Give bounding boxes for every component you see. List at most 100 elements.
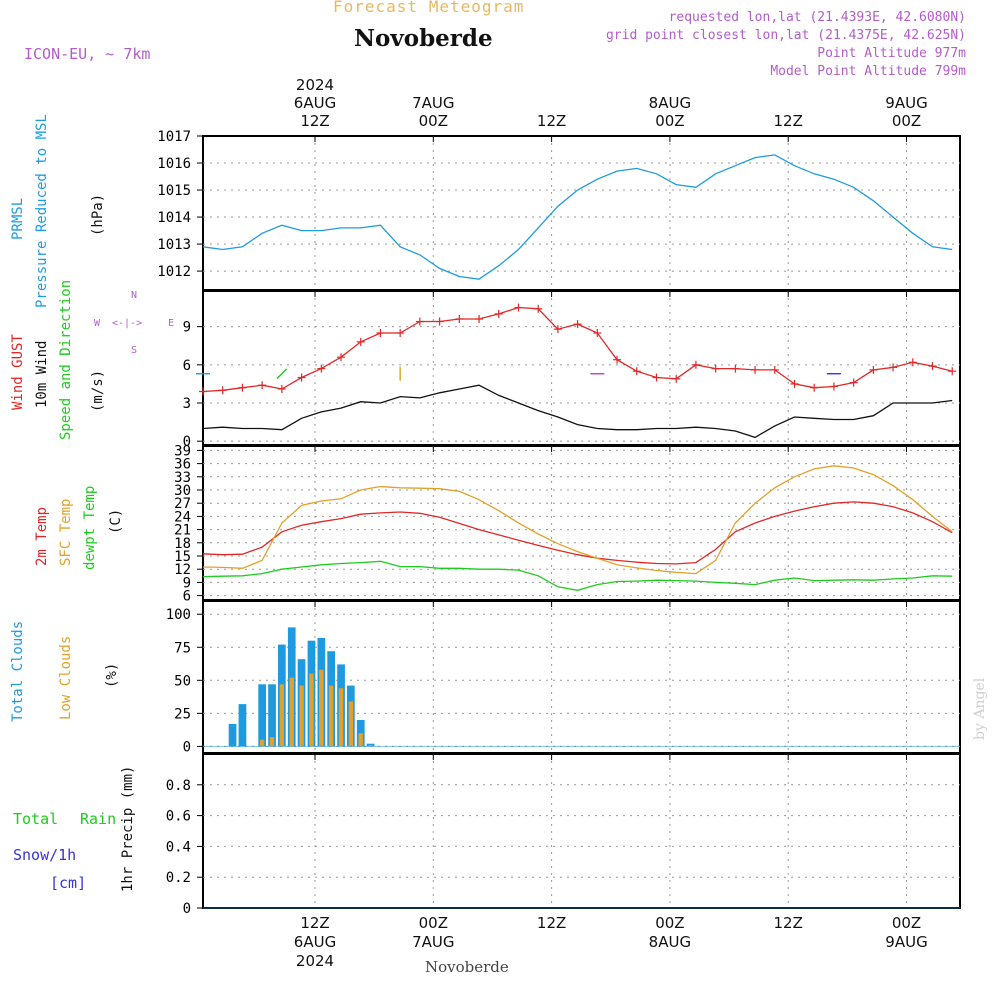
bar-total-clouds <box>238 704 247 747</box>
compass-n: N <box>131 290 138 301</box>
y-tick-label: 1016 <box>157 156 191 172</box>
bar-low-clouds <box>358 733 363 747</box>
series-line-dewpt-temp <box>202 560 953 591</box>
y-tick-label: 1017 <box>157 129 191 145</box>
snow-label: Snow/1h <box>13 846 77 864</box>
bar-low-clouds <box>269 737 275 747</box>
y-tick-label: 1012 <box>157 264 191 280</box>
top-axis-label: 00Z <box>655 112 685 130</box>
panel-frame <box>202 753 961 909</box>
y-tick-label: 100 <box>166 607 191 623</box>
y-tick-label: 9 <box>183 575 191 591</box>
y-tick-label: 0.8 <box>166 778 191 794</box>
footer-location: Novoberde <box>425 958 509 976</box>
y-tick-label: 39 <box>174 443 191 459</box>
y-tick-label: 1013 <box>157 237 191 253</box>
series-line-prmsl <box>202 154 953 280</box>
y-tick-label: 30 <box>174 483 191 499</box>
y-tick-label: 21 <box>174 523 191 539</box>
panel-frame <box>202 290 961 446</box>
bar-total-clouds <box>366 743 375 747</box>
y-tick-label: 6 <box>183 358 191 374</box>
bottom-axis-label: 00Z <box>655 914 685 932</box>
y-tick-label: 18 <box>174 536 191 552</box>
compass-e: E <box>168 318 175 329</box>
bottom-axis-label: 00Z <box>418 914 448 932</box>
requested-coords: requested lon,lat (21.4393E, 42.6080N) <box>668 10 966 25</box>
precip-total-label: Total <box>13 810 59 828</box>
bottom-axis-label: 6AUG <box>293 933 337 951</box>
location-title: Novoberde <box>354 25 493 52</box>
bottom-axis-label: 00Z <box>891 914 922 932</box>
y-tick-label: 36 <box>174 457 191 473</box>
y-tick-label: 6 <box>183 589 191 605</box>
bar-low-clouds <box>348 701 354 747</box>
y-tick-label: 1014 <box>157 210 191 226</box>
wind-arrow <box>276 368 288 380</box>
gridpoint-coords: grid point closest lon,lat (21.4375E, 42… <box>605 28 966 43</box>
bar-low-clouds <box>319 669 324 747</box>
top-axis-label: 2024 <box>295 76 335 94</box>
y-tick-label: 0 <box>183 901 191 917</box>
top-axis-label: 12Z <box>773 112 803 130</box>
top-axis-label: 6AUG <box>293 94 337 112</box>
y-tick-label: 75 <box>174 640 191 656</box>
point-altitude: Point Altitude 977m <box>817 46 966 61</box>
y-tick-label: 24 <box>174 509 191 525</box>
top-axis-label: 7AUG <box>412 94 455 112</box>
bottom-axis-label: 12Z <box>773 914 803 932</box>
top-axis-label: 12Z <box>300 112 330 130</box>
series-line-sfc-temp <box>202 465 953 575</box>
top-axis-label: 9AUG <box>885 94 928 112</box>
series-line-2m-temp <box>202 501 953 565</box>
model-altitude: Model Point Altitude 799m <box>770 64 966 79</box>
y-tick-label: 0.6 <box>166 809 191 825</box>
bar-low-clouds <box>259 739 265 747</box>
bar-total-clouds <box>268 684 276 747</box>
bottom-axis-label: 8AUG <box>648 933 692 951</box>
bottom-axis-label: 9AUG <box>885 933 928 951</box>
credit-label: by Angel <box>972 677 988 740</box>
bar-total-clouds <box>228 723 237 747</box>
y-tick-label: 33 <box>174 470 191 486</box>
bar-low-clouds <box>368 745 373 747</box>
y-tick-label: 0 <box>183 739 191 755</box>
y-tick-label: 1015 <box>157 183 191 199</box>
top-axis-label: 8AUG <box>648 94 692 112</box>
compass-w: W <box>94 318 101 329</box>
top-axis-label: 00Z <box>891 112 922 130</box>
y-tick-label: 0.2 <box>166 870 191 886</box>
bar-low-clouds <box>289 677 294 747</box>
y-tick-label: 0 <box>183 434 191 450</box>
top-axis-label: 00Z <box>418 112 448 130</box>
bar-low-clouds <box>328 685 334 747</box>
bar-low-clouds <box>299 685 304 747</box>
y-tick-label: 27 <box>174 496 191 512</box>
compass-s: S <box>131 345 138 356</box>
bottom-axis-label: 12Z <box>536 914 567 932</box>
top-axis-label: 12Z <box>536 112 567 130</box>
bottom-axis-label: 12Z <box>300 914 330 932</box>
y-tick-label: 15 <box>174 549 191 565</box>
precip-rain-label: Rain <box>80 810 117 828</box>
panel-frame <box>202 600 961 754</box>
bar-low-clouds <box>279 684 284 747</box>
series-line-10m-wind <box>202 384 953 439</box>
panel-frame <box>202 135 961 291</box>
y-tick-label: 3 <box>183 396 191 412</box>
bar-total-clouds <box>258 684 266 747</box>
y-tick-label: 50 <box>174 673 191 689</box>
y-tick-label: 9 <box>183 320 191 336</box>
y-tick-label: 12 <box>174 562 191 578</box>
y-tick-label: 0.4 <box>166 839 191 855</box>
compass-arrow: <-|-> <box>112 318 143 329</box>
bar-low-clouds <box>309 673 314 747</box>
bottom-axis-label: 7AUG <box>412 933 455 951</box>
bar-low-clouds <box>338 688 344 747</box>
product-title: Forecast Meteogram <box>333 0 525 16</box>
model-label: ICON-EU, ~ 7km <box>24 45 151 63</box>
y-tick-label: 25 <box>174 706 191 722</box>
bottom-axis-label: 2024 <box>295 952 335 970</box>
snow-unit: [cm] <box>50 874 87 892</box>
